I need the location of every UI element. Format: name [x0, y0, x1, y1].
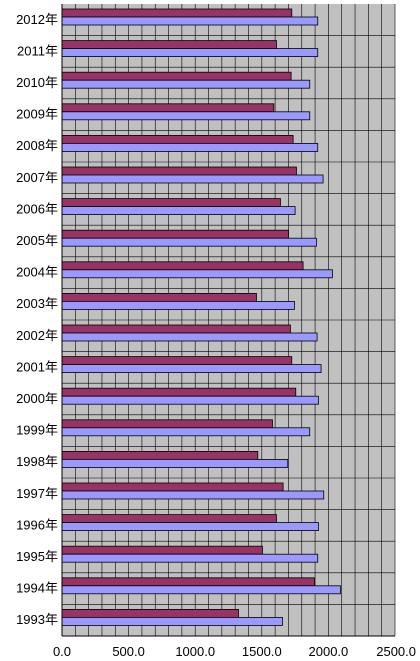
bar	[61, 514, 277, 523]
bar	[61, 103, 275, 113]
bar	[61, 617, 283, 626]
bar	[61, 490, 325, 500]
bar	[61, 585, 341, 595]
category-label: 2006年	[16, 201, 58, 216]
bar	[61, 427, 311, 437]
bar	[61, 237, 317, 247]
bar	[61, 229, 289, 239]
bar	[61, 356, 293, 366]
bar	[61, 174, 324, 184]
bar	[61, 206, 296, 216]
category-label: 1995年	[16, 549, 58, 564]
bar	[61, 142, 319, 152]
x-tick-labels: 0.0 500.0 1000.0 1500.0 2000.0 2500.0	[53, 644, 416, 659]
x-tick-label: 2500.0	[376, 644, 416, 659]
bar	[61, 522, 319, 531]
x-tick-label: 500.0	[112, 644, 145, 659]
bar	[61, 609, 239, 618]
bar	[61, 8, 293, 18]
x-tick-label: 1500.0	[242, 644, 282, 659]
bar	[61, 458, 289, 468]
bar	[61, 292, 257, 302]
bar	[61, 269, 333, 279]
bar	[61, 134, 294, 144]
category-label: 2012年	[16, 12, 58, 27]
bar	[61, 79, 311, 89]
bar	[61, 324, 291, 334]
bar	[61, 545, 263, 555]
category-label: 2001年	[16, 359, 58, 374]
bars	[61, 8, 341, 626]
gridlines	[62, 4, 396, 636]
category-label: 1993年	[16, 612, 58, 627]
bar	[61, 71, 292, 81]
category-label: 1996年	[16, 517, 58, 532]
category-label: 2000年	[16, 391, 58, 406]
bar	[61, 387, 297, 397]
x-tick-label: 1000.0	[175, 644, 215, 659]
category-label: 2011年	[17, 43, 58, 58]
category-label: 2007年	[16, 170, 58, 185]
x-tick-label: 2000.0	[309, 644, 349, 659]
category-label: 2004年	[16, 265, 58, 280]
category-label: 1994年	[16, 581, 58, 596]
category-label: 2009年	[16, 107, 58, 122]
category-label: 2008年	[16, 138, 58, 153]
bar	[61, 261, 304, 271]
bar	[61, 577, 315, 587]
bar	[61, 111, 311, 121]
bar	[61, 16, 319, 26]
bar	[61, 419, 273, 429]
category-label: 2010年	[16, 75, 58, 90]
bar	[61, 40, 277, 49]
category-label: 1997年	[16, 486, 58, 501]
bar	[61, 395, 319, 405]
category-label: 2005年	[16, 233, 58, 248]
bar	[61, 332, 318, 342]
x-tick-label: 0.0	[53, 644, 71, 659]
category-label: 2003年	[16, 296, 58, 311]
bar	[61, 48, 319, 57]
bar	[61, 364, 322, 374]
category-label: 1999年	[16, 423, 58, 438]
category-label: 2002年	[16, 328, 58, 343]
bar	[61, 482, 284, 492]
bar	[61, 300, 295, 310]
bar	[61, 553, 319, 563]
bar	[61, 450, 259, 460]
bar	[61, 166, 297, 176]
category-labels: 2012年 2011年 2010年 2009年 2008年 2007年 2006年 2005年…	[16, 12, 58, 627]
bar	[61, 198, 281, 208]
category-label: 1998年	[16, 454, 58, 469]
